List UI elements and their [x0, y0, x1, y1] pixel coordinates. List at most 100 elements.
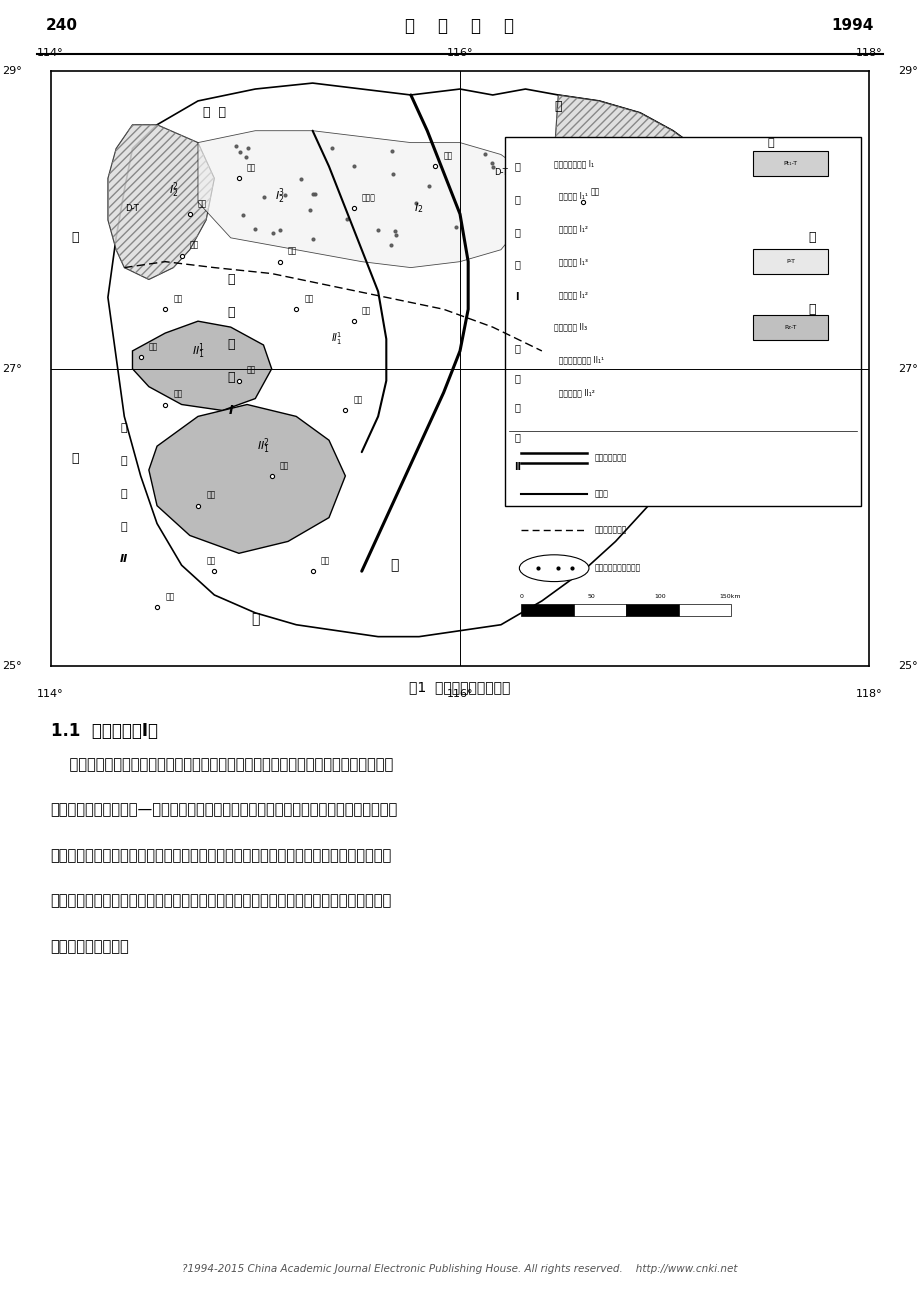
Text: 断裂带: 断裂带	[595, 489, 608, 498]
Text: II: II	[120, 554, 129, 564]
Text: 闽浙武夷断褶带 II₁¹: 闽浙武夷断褶带 II₁¹	[553, 356, 604, 365]
Text: 宜丰: 宜丰	[198, 199, 207, 208]
Text: 全南: 全南	[165, 591, 175, 600]
Text: 古缝合线断裂带: 古缝合线断裂带	[595, 454, 627, 462]
Text: 29°: 29°	[2, 66, 22, 76]
Text: II$^2_1$: II$^2_1$	[256, 436, 269, 455]
Text: 116°: 116°	[447, 48, 472, 58]
Text: 块: 块	[514, 432, 519, 443]
Text: 万年隆起 I₁²: 万年隆起 I₁²	[553, 290, 587, 299]
Text: 114°: 114°	[38, 688, 63, 699]
Text: 块: 块	[120, 521, 128, 532]
Text: 新余: 新余	[174, 294, 183, 303]
Text: 华: 华	[120, 423, 128, 433]
Text: 过渡型分区界线: 过渡型分区界线	[595, 525, 627, 534]
Text: 240: 240	[46, 18, 78, 34]
Text: ?1994-2015 China Academic Journal Electronic Publishing House. All rights reserv: ?1994-2015 China Academic Journal Electr…	[182, 1264, 737, 1275]
Text: 25°: 25°	[3, 661, 22, 672]
Text: 萍乡: 萍乡	[149, 342, 158, 351]
Polygon shape	[198, 131, 525, 268]
Text: 1.1  扬子板块（I）: 1.1 扬子板块（I）	[51, 722, 157, 740]
Text: 27°: 27°	[2, 364, 22, 374]
Text: 局，分为以下单元。: 局，分为以下单元。	[51, 939, 130, 954]
Text: 南: 南	[120, 455, 128, 466]
FancyBboxPatch shape	[753, 151, 827, 176]
Text: Pt₁-T: Pt₁-T	[783, 160, 797, 166]
Text: 石城: 石城	[353, 396, 362, 405]
Text: 上饶: 上饶	[590, 188, 599, 197]
FancyBboxPatch shape	[505, 137, 860, 506]
Text: 江    西    地    质: 江 西 地 质	[405, 17, 514, 35]
FancyBboxPatch shape	[753, 250, 827, 274]
Text: D-T: D-T	[494, 168, 507, 177]
Polygon shape	[108, 124, 214, 280]
Text: 东: 东	[251, 612, 259, 626]
Text: 板: 板	[514, 226, 519, 237]
Text: 湖  北: 湖 北	[203, 106, 226, 119]
Text: 浙: 浙	[808, 232, 815, 245]
Ellipse shape	[519, 555, 588, 581]
Bar	[573, 604, 626, 616]
Text: 万年: 万年	[443, 151, 452, 160]
Text: 吉安: 吉安	[361, 307, 370, 316]
Polygon shape	[132, 321, 271, 410]
Text: 南: 南	[514, 373, 519, 383]
Text: 建: 建	[390, 558, 398, 572]
Text: 于其狭腰部位，构造尤为复杂，主体构造作东西至北东东向。显生宙以来呈现隆拗构造格: 于其狭腰部位，构造尤为复杂，主体构造作东西至北东东向。显生宙以来呈现隆拗构造格	[51, 893, 391, 908]
Text: 25°: 25°	[897, 661, 916, 672]
Text: I$_2$: I$_2$	[414, 201, 424, 215]
Bar	[678, 604, 731, 616]
Text: 九江坳陷 I₁¹: 九江坳陷 I₁¹	[553, 192, 587, 201]
Text: 150km: 150km	[719, 594, 740, 599]
Text: P-T: P-T	[785, 259, 794, 264]
Text: II$^1_1$: II$^1_1$	[331, 331, 343, 347]
Text: 古安: 古安	[174, 389, 183, 399]
Text: 安: 安	[554, 101, 562, 114]
Text: 萍乐坳陷 I₁³: 萍乐坳陷 I₁³	[553, 258, 587, 267]
Text: 宜春: 宜春	[189, 241, 199, 250]
Text: 114°: 114°	[38, 48, 63, 58]
Text: 湖: 湖	[72, 232, 79, 245]
Text: 子: 子	[227, 305, 234, 318]
Text: 华: 华	[514, 343, 519, 353]
Text: I$^2_2$: I$^2_2$	[168, 180, 178, 201]
Text: 板: 板	[514, 402, 519, 413]
Text: 为华南大陆的稳定核心，是具有早前寒武纪结晶基底和中、新元古代褶皱基底的前震: 为华南大陆的稳定核心，是具有早前寒武纪结晶基底和中、新元古代褶皱基底的前震	[51, 757, 392, 773]
Text: 永新: 永新	[247, 366, 256, 375]
Text: Pz-T: Pz-T	[784, 325, 796, 330]
Text: 27°: 27°	[897, 364, 917, 374]
Text: 东安: 东安	[288, 247, 297, 256]
Text: 扬: 扬	[227, 273, 234, 286]
Text: 100: 100	[654, 594, 665, 599]
Text: 大余: 大余	[206, 556, 215, 565]
Text: 安远: 安远	[321, 556, 330, 565]
Text: 微: 微	[767, 137, 774, 148]
Text: I: I	[515, 292, 518, 303]
Text: I$^3_2$: I$^3_2$	[275, 186, 284, 206]
Text: 靖水: 靖水	[247, 163, 256, 172]
Text: 块: 块	[514, 260, 519, 269]
Text: I: I	[228, 404, 233, 417]
Polygon shape	[149, 405, 345, 554]
Text: 图1  江西省构造分区略图: 图1 江西省构造分区略图	[409, 681, 510, 694]
Text: 中下扬子坳陷带 I₁: 中下扬子坳陷带 I₁	[553, 159, 594, 168]
Text: II: II	[513, 462, 520, 472]
Text: 赣州: 赣州	[279, 461, 289, 470]
Text: 江: 江	[808, 303, 815, 316]
Text: 晚中、新生代陆相盆地: 晚中、新生代陆相盆地	[595, 564, 641, 573]
Text: 子: 子	[514, 194, 519, 204]
Text: 118°: 118°	[856, 48, 881, 58]
Bar	[626, 604, 678, 616]
Text: 遂川: 遂川	[206, 490, 215, 499]
Text: 南城: 南城	[304, 294, 313, 303]
Text: 29°: 29°	[897, 66, 917, 76]
Text: 0: 0	[519, 594, 523, 599]
Text: 扬: 扬	[514, 162, 519, 171]
Text: 板: 板	[227, 339, 234, 352]
Text: 南昌市: 南昌市	[361, 193, 375, 202]
Text: 南: 南	[72, 452, 79, 465]
Text: 118°: 118°	[856, 688, 881, 699]
Text: 罗霄断褶带 II₁²: 罗霄断褶带 II₁²	[553, 388, 595, 397]
Text: 116°: 116°	[447, 688, 472, 699]
Bar	[521, 604, 573, 616]
